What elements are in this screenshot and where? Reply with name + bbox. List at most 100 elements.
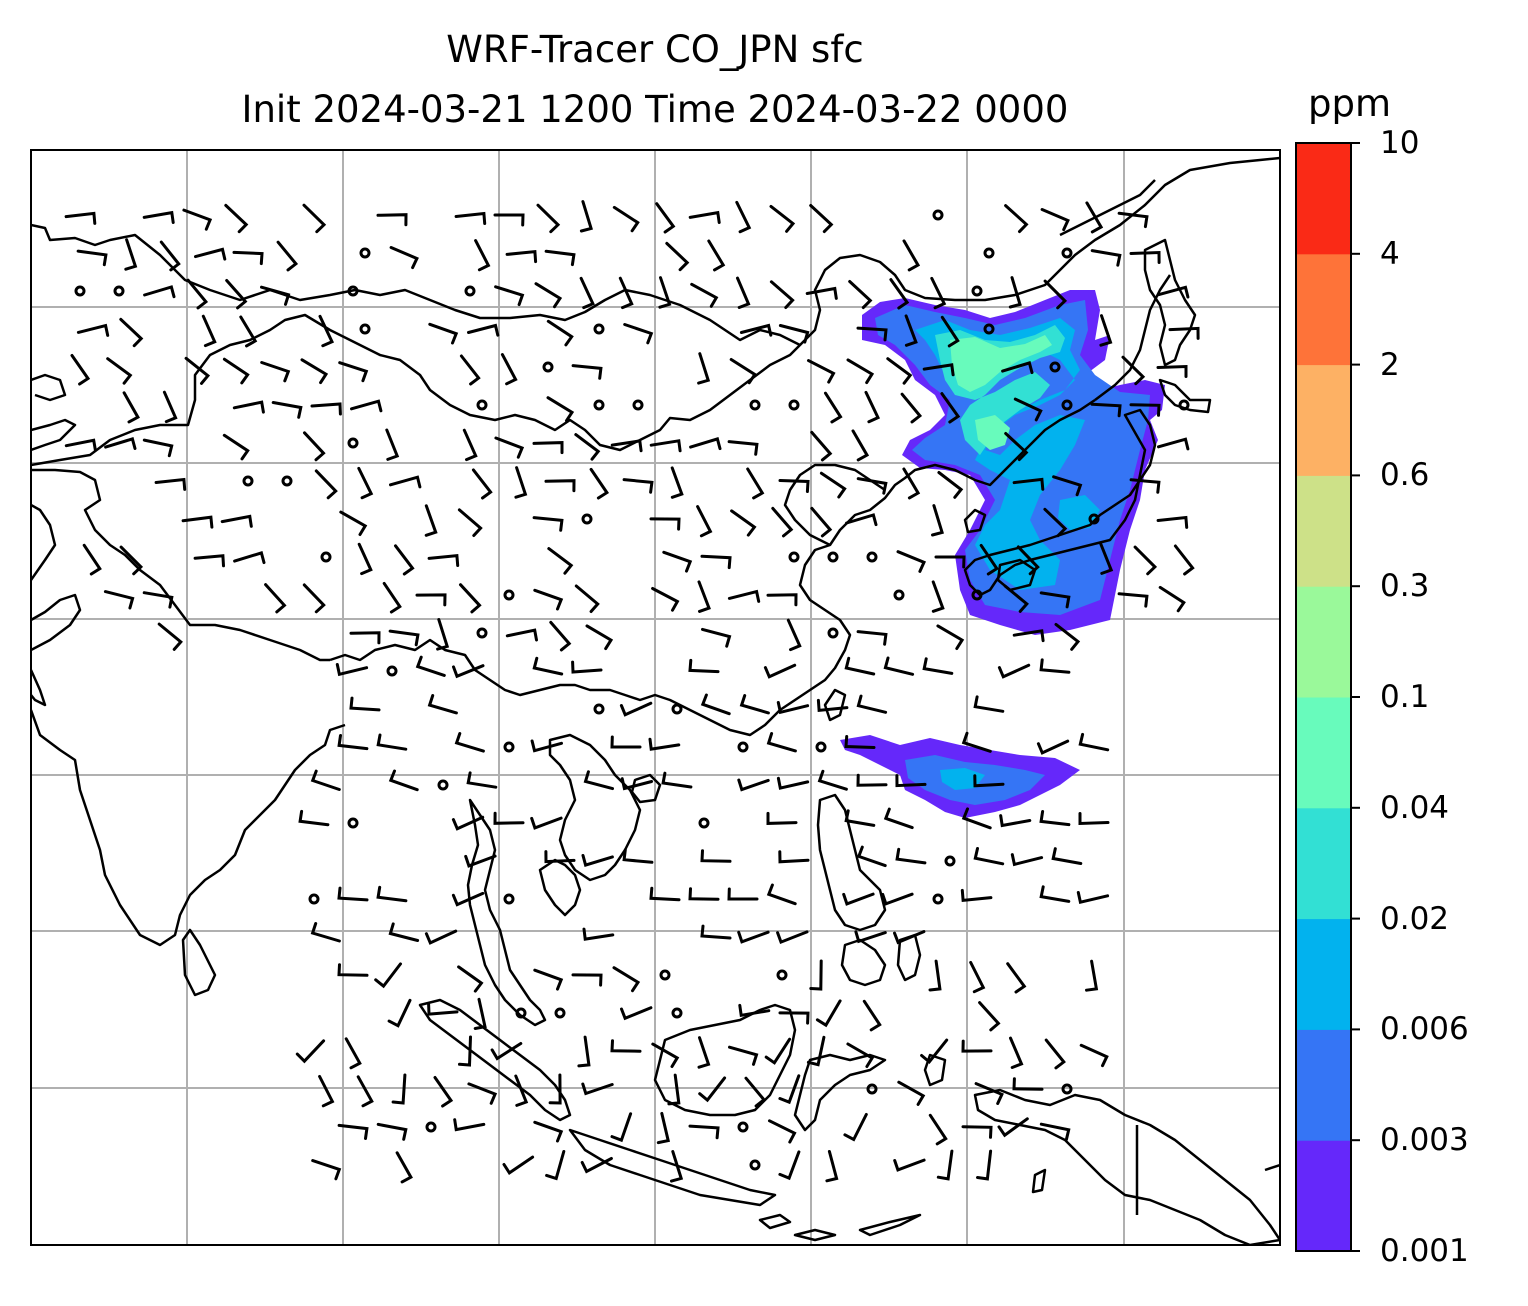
wind-barb <box>225 279 248 310</box>
wind-barb <box>436 618 450 651</box>
wind-barb <box>961 1039 993 1053</box>
wind-barb <box>893 1158 926 1172</box>
calm-wind-marker <box>1049 361 1061 373</box>
wind-barb <box>314 469 338 500</box>
wind-barb <box>549 620 572 652</box>
wind-barb <box>778 850 810 864</box>
wind-barb <box>737 930 770 944</box>
wind-barb <box>776 776 810 790</box>
wind-barb <box>318 1075 335 1108</box>
wind-barb <box>357 466 374 500</box>
colorbar-tick-label: 0.6 <box>1380 457 1430 494</box>
wind-barb <box>1006 962 1027 994</box>
wind-barb <box>889 278 910 310</box>
wind-barb <box>581 1082 614 1096</box>
wind-barb <box>581 854 614 867</box>
wind-barb <box>580 1157 613 1174</box>
wind-barb <box>182 208 213 231</box>
wind-barb <box>612 205 640 233</box>
calm-wind-marker <box>1061 247 1073 259</box>
wind-barb <box>64 438 97 452</box>
wind-barb <box>302 203 327 234</box>
wind-barb <box>490 1042 523 1061</box>
wind-barb <box>649 517 681 531</box>
wind-barb <box>739 323 773 337</box>
wind-barb <box>159 240 181 272</box>
wind-barb <box>387 998 412 1028</box>
colorbar-segment <box>1296 918 1351 1030</box>
wind-barb <box>809 204 834 234</box>
calm-wind-marker <box>827 551 839 563</box>
wind-barb <box>883 807 914 830</box>
wind-barb <box>623 323 654 345</box>
wind-barb <box>622 848 654 864</box>
wind-barb <box>766 883 797 906</box>
wind-barb <box>886 357 913 385</box>
wind-barb <box>186 278 209 310</box>
wind-barb <box>816 698 849 713</box>
wind-barb <box>64 211 97 225</box>
calm-wind-marker <box>464 285 476 297</box>
calm-wind-marker <box>671 1007 683 1019</box>
wind-barb <box>979 543 999 576</box>
calm-wind-marker <box>671 703 683 715</box>
wind-barb <box>1117 211 1149 229</box>
wind-barb <box>103 590 135 610</box>
wind-barb <box>451 815 485 831</box>
wind-barb <box>620 777 654 791</box>
wind-barb <box>338 361 369 383</box>
calm-wind-marker <box>503 741 515 753</box>
wind-barb <box>1043 507 1068 538</box>
wind-barb <box>1043 279 1068 310</box>
wind-barb <box>546 396 575 423</box>
calm-wind-marker <box>320 551 332 563</box>
wind-barb <box>388 922 420 942</box>
wind-barb <box>106 357 133 385</box>
calm-wind-marker <box>554 1007 566 1019</box>
wind-barb <box>1079 1043 1109 1068</box>
wind-barb <box>545 1150 566 1181</box>
wind-barb <box>854 930 887 944</box>
wind-barb <box>1010 853 1044 867</box>
wind-barb <box>544 479 576 493</box>
wind-barb <box>119 317 144 348</box>
wind-barb <box>670 1150 684 1183</box>
wind-barb <box>302 583 326 614</box>
wind-barb <box>931 580 945 613</box>
wind-barb <box>467 323 500 337</box>
wind-barb <box>999 814 1032 828</box>
wind-barb <box>454 211 487 225</box>
calm-wind-marker <box>971 589 983 601</box>
calm-wind-marker <box>113 285 125 297</box>
wind-barb <box>1085 959 1099 992</box>
wind-barb <box>395 1151 413 1184</box>
calm-wind-marker <box>515 1007 527 1019</box>
wind-barb <box>300 358 329 385</box>
wind-barb <box>610 1039 642 1053</box>
calm-wind-marker <box>932 209 944 221</box>
wind-barb <box>427 553 460 567</box>
wind-barb <box>688 658 720 674</box>
wind-barb <box>738 1003 771 1018</box>
wind-barb <box>856 630 888 646</box>
wind-barb <box>415 655 446 677</box>
wind-barb <box>339 510 368 536</box>
wind-barb <box>612 966 641 993</box>
wind-barb <box>222 433 250 461</box>
wind-barb <box>157 622 183 651</box>
colorbar-segment <box>1296 697 1351 809</box>
wind-barb <box>344 1037 362 1070</box>
wind-barb <box>582 927 615 941</box>
wind-barb <box>961 731 992 753</box>
wind-barb <box>394 544 415 576</box>
calm-wind-marker <box>749 399 761 411</box>
colorbar-tick-label: 0.003 <box>1380 1122 1469 1159</box>
calm-wind-marker <box>698 817 710 829</box>
wind-barb <box>729 358 757 385</box>
wind-barb <box>700 924 732 940</box>
wind-barb <box>922 657 954 675</box>
wind-barb <box>546 319 574 347</box>
wind-barb <box>589 467 610 500</box>
wind-barb <box>376 1122 408 1141</box>
